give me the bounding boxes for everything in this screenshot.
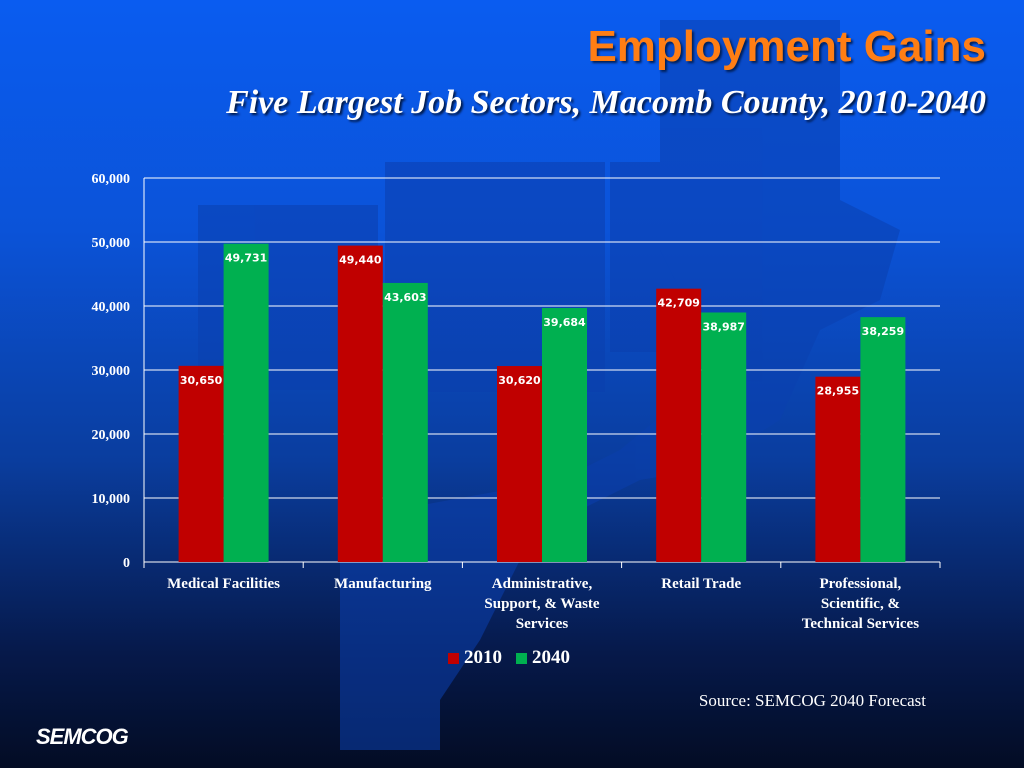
data-label: 28,955 (817, 385, 859, 398)
legend-label-2010: 2010 (464, 647, 502, 668)
bar-2010 (815, 376, 861, 562)
data-label: 49,731 (225, 252, 267, 265)
bar-2040 (382, 282, 428, 562)
x-category-label-line: Technical Services (801, 616, 920, 632)
data-label: 30,620 (498, 374, 541, 387)
x-category-label-line: Scientific, & (820, 596, 900, 612)
x-category-label-line: Medical Facilities (167, 576, 281, 592)
page-title: Employment Gains (587, 22, 986, 71)
x-category-label-line: Manufacturing (334, 576, 432, 592)
bar-2040 (860, 317, 906, 562)
y-tick-label: 30,000 (92, 364, 131, 379)
x-category-label-line: Professional, (819, 576, 902, 592)
x-category-label-line: Services (515, 616, 569, 632)
x-category-label: Retail Trade (626, 574, 776, 594)
legend-item-2010: 2010 (448, 647, 502, 669)
data-label: 42,709 (657, 297, 699, 310)
x-category-label-line: Retail Trade (661, 576, 742, 592)
x-category-label: Professional, Scientific, & Technical Serv… (785, 574, 935, 634)
data-label: 43,603 (384, 291, 426, 304)
bar-2010 (337, 245, 383, 563)
data-label: 39,684 (543, 316, 586, 329)
data-label: 38,259 (862, 325, 904, 338)
bar-2010 (656, 288, 702, 562)
page-subtitle: Five Largest Job Sectors, Macomb County,… (226, 84, 986, 121)
data-label: 49,440 (339, 254, 382, 267)
data-label: 30,650 (180, 374, 223, 387)
bar-2010 (497, 366, 542, 562)
x-category-label-line: Support, & Waste (484, 596, 600, 612)
y-tick-label: 10,000 (92, 492, 131, 507)
data-label: 38,987 (702, 320, 744, 333)
x-category-label-line: Administrative, (491, 576, 593, 592)
legend-label-2040: 2040 (532, 647, 570, 668)
semcog-logo: SEMCOG (36, 724, 129, 749)
x-category-label: Administrative, Support, & Waste Services (467, 574, 617, 634)
bar-2010 (178, 365, 224, 562)
y-tick-label: 60,000 (92, 172, 131, 187)
y-tick-label: 20,000 (92, 428, 131, 443)
bar-2040 (701, 312, 747, 562)
source-note: Source: SEMCOG 2040 Forecast (698, 691, 926, 710)
y-tick-label: 40,000 (92, 300, 131, 315)
y-tick-label: 0 (123, 556, 130, 571)
y-tick-label: 50,000 (92, 236, 131, 251)
legend-swatch-2040 (516, 652, 527, 664)
legend-item-2040: 2040 (516, 647, 570, 669)
bar-2040 (223, 243, 269, 562)
bar-2040 (542, 308, 587, 562)
x-category-label: Medical Facilities (149, 574, 299, 594)
chart-legend: 2010 2040 (448, 647, 584, 669)
x-category-label: Manufacturing (308, 574, 458, 594)
legend-swatch-2010 (448, 652, 459, 664)
